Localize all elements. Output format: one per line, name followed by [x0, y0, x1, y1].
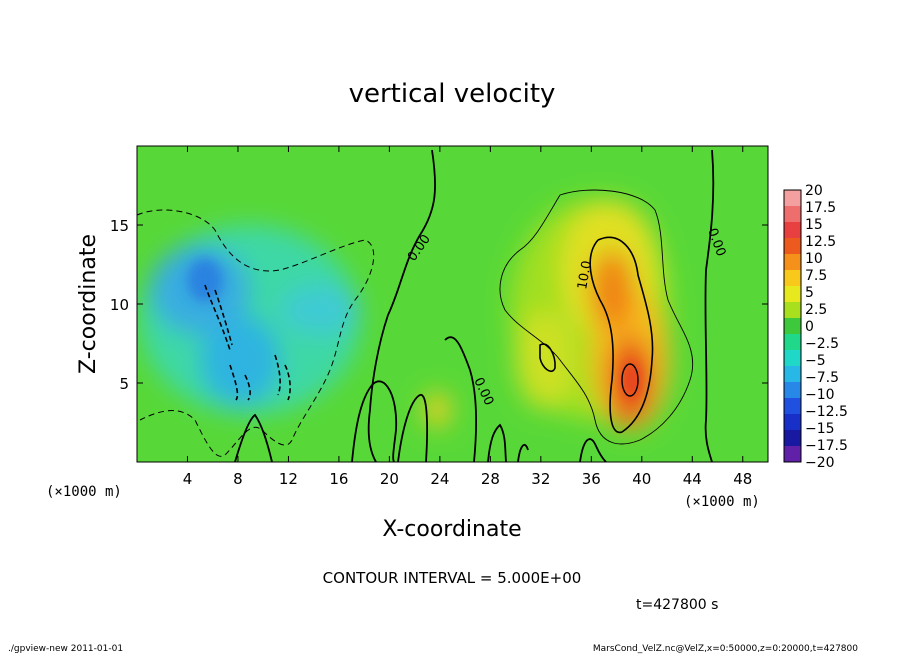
x-tick-label: 40: [632, 470, 651, 488]
x-axis: 4 8 12 16 20 24 28 32 36 40 44 48: [183, 146, 752, 488]
contour-zero-h: [704, 149, 715, 462]
colorbar: 2017.51512.5107.552.50−2.5−5−7.5−10−12.5…: [783, 183, 848, 471]
colorbar-label: −15: [805, 421, 835, 437]
contour-zero-f: [517, 444, 529, 462]
contour-zero-d: [444, 336, 477, 462]
contour-pos5: [499, 189, 694, 445]
contour-label: 10.0: [575, 260, 595, 291]
colorbar-swatch: [784, 302, 801, 319]
colorbar-label: 15: [805, 217, 823, 233]
colorbar-label: −20: [805, 455, 835, 471]
x-tick-label: 8: [233, 470, 243, 488]
colorbar-swatch: [784, 254, 801, 271]
y-axis: 5 10 15: [110, 217, 768, 393]
colorbar-swatch: [784, 350, 801, 367]
time-label: t=427800 s: [636, 597, 718, 613]
contour-zero-b: [351, 380, 397, 462]
colorbar-swatch: [784, 430, 801, 447]
colorbar-label: −17.5: [805, 438, 848, 454]
contour-pos15: [621, 363, 639, 397]
x-axis-title: X-coordinate: [382, 517, 521, 542]
colorbar-swatch: [784, 318, 801, 335]
x-tick-label: 32: [531, 470, 550, 488]
x-tick-label: 44: [683, 470, 702, 488]
footer-left: ./gpview-new 2011-01-01: [8, 644, 123, 654]
colorbar-swatch: [784, 334, 801, 351]
colorbar-label: 0: [805, 319, 814, 335]
colorbar-label: 17.5: [805, 200, 836, 216]
colorbar-swatch: [784, 366, 801, 383]
colorbar-swatch: [784, 414, 801, 431]
x-tick-label: 48: [733, 470, 752, 488]
colorbar-label: 10: [805, 251, 823, 267]
colorbar-swatch: [784, 270, 801, 287]
colorbar-swatch: [784, 222, 801, 239]
contour-zero-e: [487, 423, 507, 462]
colorbar-swatch: [784, 206, 801, 223]
x-tick-label: 24: [430, 470, 449, 488]
contour-zero-g: [579, 438, 607, 462]
x-tick-label: 36: [582, 470, 601, 488]
colorbar-label: 7.5: [805, 268, 827, 284]
x-tick-label: 4: [183, 470, 193, 488]
contour-zero-c: [397, 394, 429, 462]
x-tick-label: 12: [279, 470, 298, 488]
contour-pos10: [589, 236, 654, 434]
contour-zero-a: [367, 149, 436, 462]
x-tick-label: 20: [380, 470, 399, 488]
chart-title: vertical velocity: [349, 79, 556, 109]
colorbar-frame: [783, 189, 802, 463]
colorbar-swatch: [784, 446, 801, 463]
y-tick-label: 5: [119, 375, 129, 393]
contour-interval: CONTOUR INTERVAL = 5.000E+00: [323, 569, 582, 587]
colorbar-label: 5: [805, 285, 814, 301]
contour-zero-i: [234, 413, 273, 462]
x-unit-label: (×1000 m): [684, 494, 760, 510]
colorbar-label: 12.5: [805, 234, 836, 250]
y-axis-title: Z-coordinate: [76, 234, 101, 374]
y-tick-label: 15: [110, 217, 129, 235]
x-tick-label: 16: [329, 470, 348, 488]
colorbar-label: −12.5: [805, 404, 848, 420]
colorbar-label: −10: [805, 387, 835, 403]
contour-neg10: [204, 284, 291, 401]
colorbar-swatch: [784, 190, 801, 207]
colorbar-label: 20: [805, 183, 823, 199]
plot-area: 0.00 0.00 0.00 10.0: [137, 146, 768, 462]
colorbar-label: 2.5: [805, 302, 827, 318]
colorbar-label: −2.5: [805, 336, 839, 352]
colorbar-swatch: [784, 238, 801, 255]
contours: [137, 149, 715, 462]
colorbar-swatch: [784, 286, 801, 303]
footer-right: MarsCond_VelZ.nc@VelZ,x=0:50000,z=0:2000…: [593, 644, 858, 654]
contour-pos5-small: [539, 343, 556, 373]
colorbar-swatch: [784, 382, 801, 399]
y-tick-label: 10: [110, 296, 129, 314]
colorbar-label: −5: [805, 353, 826, 369]
x-tick-label: 28: [481, 470, 500, 488]
colorbar-swatch: [784, 398, 801, 415]
y-unit-label: (×1000 m): [46, 484, 122, 500]
contour-neg5: [137, 209, 375, 457]
colorbar-label: −7.5: [805, 370, 839, 386]
